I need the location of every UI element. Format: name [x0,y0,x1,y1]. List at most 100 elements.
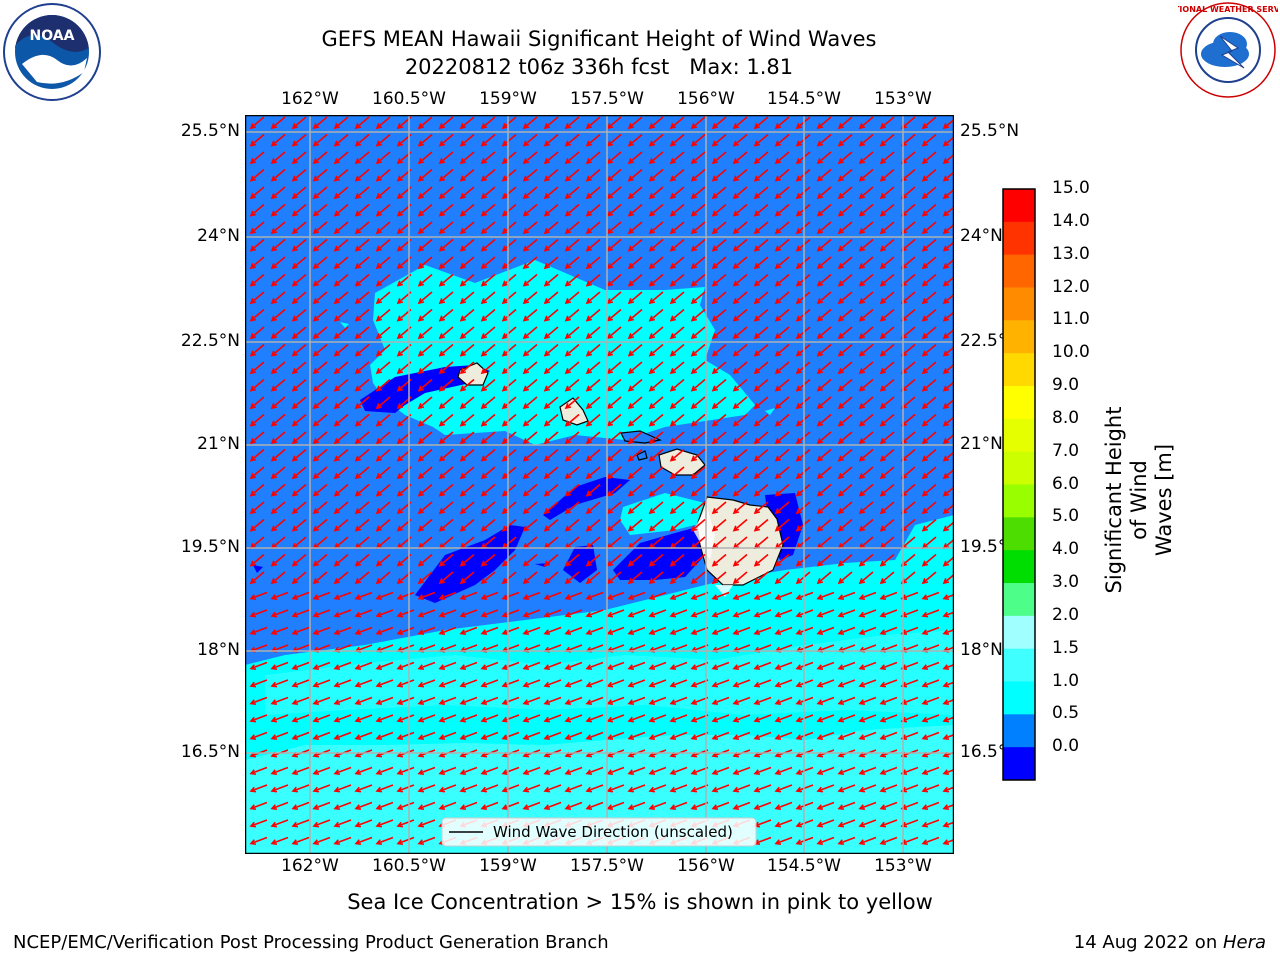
arrow [606,308,622,322]
arrow [270,133,286,147]
arrow [501,696,520,705]
arrow [459,256,475,270]
arrow [711,116,727,130]
arrow [711,413,727,427]
arrow [564,151,580,165]
arrow [669,714,688,723]
arrow [249,819,268,828]
arrow [417,483,433,497]
arrow [732,221,748,235]
arrow [270,819,289,828]
arrow [249,396,265,410]
arrow [669,203,685,217]
arrow [522,413,538,427]
arrow [312,186,328,200]
arrow [564,186,580,200]
arrow [249,413,265,427]
legend-label: Wind Wave Direction (unscaled) [493,823,733,841]
arrow [648,466,664,480]
arrow [858,291,874,305]
arrow [627,413,643,427]
arrow [942,240,954,252]
arrow [312,626,331,635]
arrow [858,221,874,235]
arrow [522,168,538,182]
arrow [333,238,349,252]
arrow [459,186,475,200]
arrow [522,396,538,410]
arrow [270,609,289,618]
arrow [585,361,601,375]
arrow [669,186,685,200]
lat-label-left: 18°N [197,640,240,660]
arrow [312,836,331,845]
arrow [501,238,517,252]
arrow [732,626,751,635]
arrow [795,731,814,740]
arrow [522,186,538,200]
arrow [249,221,265,235]
arrow [816,626,835,635]
arrow [438,396,454,410]
arrow [816,238,832,252]
arrow [501,679,520,688]
arrow [879,291,895,305]
arrow [354,431,370,445]
arrow [648,714,667,723]
arrow [711,291,727,305]
arrow [270,518,286,532]
arrow [774,466,790,480]
arrow [480,801,499,810]
arrow [732,378,748,392]
arrow [732,801,751,810]
noaa-logo: NOAA [2,2,102,102]
arrow [606,378,622,392]
arrow [249,784,268,793]
colorbar-segment [1003,189,1035,223]
arrow [312,518,328,532]
arrow [858,518,874,532]
island-big-island [696,496,784,586]
arrow [858,431,874,445]
arrow [291,151,307,165]
arrow [753,413,769,427]
arrow [522,343,538,357]
arrow [942,786,954,793]
arrow [627,714,646,723]
arrow [606,661,625,670]
arrow [564,378,580,392]
arrow [837,801,856,810]
arrow [417,571,433,585]
arrow [249,483,265,497]
arrow [669,168,685,182]
arrow [564,766,583,775]
arrow [942,433,954,445]
arrow [417,256,433,270]
colorbar-tick-label: 9.0 [1052,375,1080,395]
arrow [375,378,391,392]
arrow [921,238,937,252]
arrow [543,413,559,427]
arrow [270,343,286,357]
arrow [627,571,643,585]
arrow [900,784,919,793]
arrow [480,626,499,635]
arrow [879,116,895,130]
arrow [459,151,475,165]
arrow [837,836,856,845]
arrow [774,679,793,688]
arrow [438,591,457,600]
arrow [921,501,937,515]
arrow [753,308,769,322]
arrow [417,291,433,305]
arrow [816,501,832,515]
arrow [312,714,331,723]
arrow [648,396,664,410]
arrow [312,731,331,740]
arrow [249,273,265,287]
arrow [921,308,937,322]
arrow [291,168,307,182]
arrow [312,168,328,182]
arrow [291,661,310,670]
arrow [879,679,898,688]
